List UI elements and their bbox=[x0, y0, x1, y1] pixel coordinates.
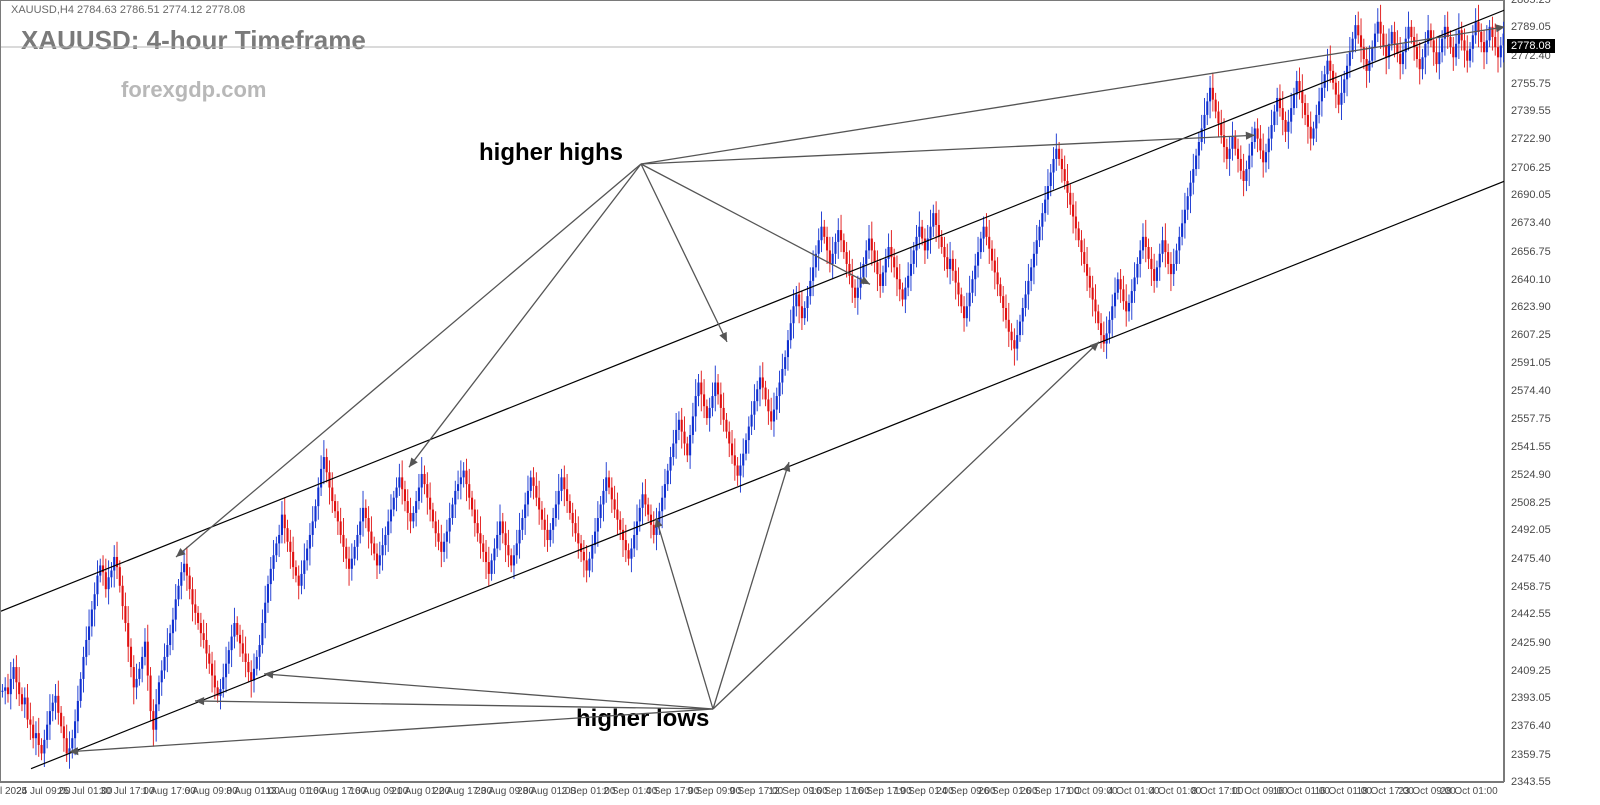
y-axis-tick: 2492.05 bbox=[1511, 524, 1551, 536]
plot-area[interactable]: XAUUSD,H4 2784.63 2786.51 2774.12 2778.0… bbox=[0, 0, 1504, 782]
watermark-text: forexgdp.com bbox=[121, 77, 266, 103]
x-axis: 22 Jul 202425 Jul 09:0025 Jul 01:0030 Ju… bbox=[0, 782, 1504, 805]
y-axis-tick: 2393.05 bbox=[1511, 692, 1551, 704]
annotation-higher-lows: higher lows bbox=[576, 705, 709, 733]
y-axis-tick: 2376.40 bbox=[1511, 720, 1551, 732]
y-axis-tick: 2524.90 bbox=[1511, 469, 1551, 481]
y-axis-tick: 2425.90 bbox=[1511, 637, 1551, 649]
y-axis-tick: 2508.25 bbox=[1511, 497, 1551, 509]
y-axis-tick: 2739.55 bbox=[1511, 105, 1551, 117]
y-axis-tick: 2755.75 bbox=[1511, 78, 1551, 90]
price-tag: 2778.08 bbox=[1507, 39, 1555, 53]
chart-title: XAUUSD: 4-hour Timeframe bbox=[21, 25, 366, 56]
y-axis-tick: 2442.55 bbox=[1511, 608, 1551, 620]
y-axis: 2805.252789.052772.402755.752739.552722.… bbox=[1504, 0, 1600, 782]
chart-svg-overlay bbox=[1, 1, 1505, 783]
annotation-higher-highs: higher highs bbox=[479, 139, 623, 167]
y-axis-tick: 2409.25 bbox=[1511, 665, 1551, 677]
y-axis-tick: 2591.05 bbox=[1511, 357, 1551, 369]
ticker-ohlc-line: XAUUSD,H4 2784.63 2786.51 2774.12 2778.0… bbox=[11, 4, 245, 16]
y-axis-tick: 2690.05 bbox=[1511, 189, 1551, 201]
y-axis-tick: 2673.40 bbox=[1511, 217, 1551, 229]
y-axis-tick: 2722.90 bbox=[1511, 133, 1551, 145]
y-axis-tick: 2607.25 bbox=[1511, 329, 1551, 341]
y-axis-tick: 2541.55 bbox=[1511, 441, 1551, 453]
y-axis-tick: 2623.90 bbox=[1511, 301, 1551, 313]
y-axis-tick: 2805.25 bbox=[1511, 0, 1551, 6]
y-axis-tick: 2706.25 bbox=[1511, 162, 1551, 174]
y-axis-tick: 2656.75 bbox=[1511, 246, 1551, 258]
y-axis-tick: 2359.75 bbox=[1511, 749, 1551, 761]
y-axis-tick: 2789.05 bbox=[1511, 21, 1551, 33]
chart-container: XAUUSD,H4 2784.63 2786.51 2774.12 2778.0… bbox=[0, 0, 1600, 805]
y-axis-tick: 2343.55 bbox=[1511, 776, 1551, 788]
x-axis-tick: 28 Oct 01:00 bbox=[1440, 786, 1497, 797]
y-axis-tick: 2458.75 bbox=[1511, 581, 1551, 593]
y-axis-tick: 2574.40 bbox=[1511, 385, 1551, 397]
y-axis-tick: 2475.40 bbox=[1511, 553, 1551, 565]
y-axis-tick: 2640.10 bbox=[1511, 274, 1551, 286]
y-axis-tick: 2557.75 bbox=[1511, 413, 1551, 425]
